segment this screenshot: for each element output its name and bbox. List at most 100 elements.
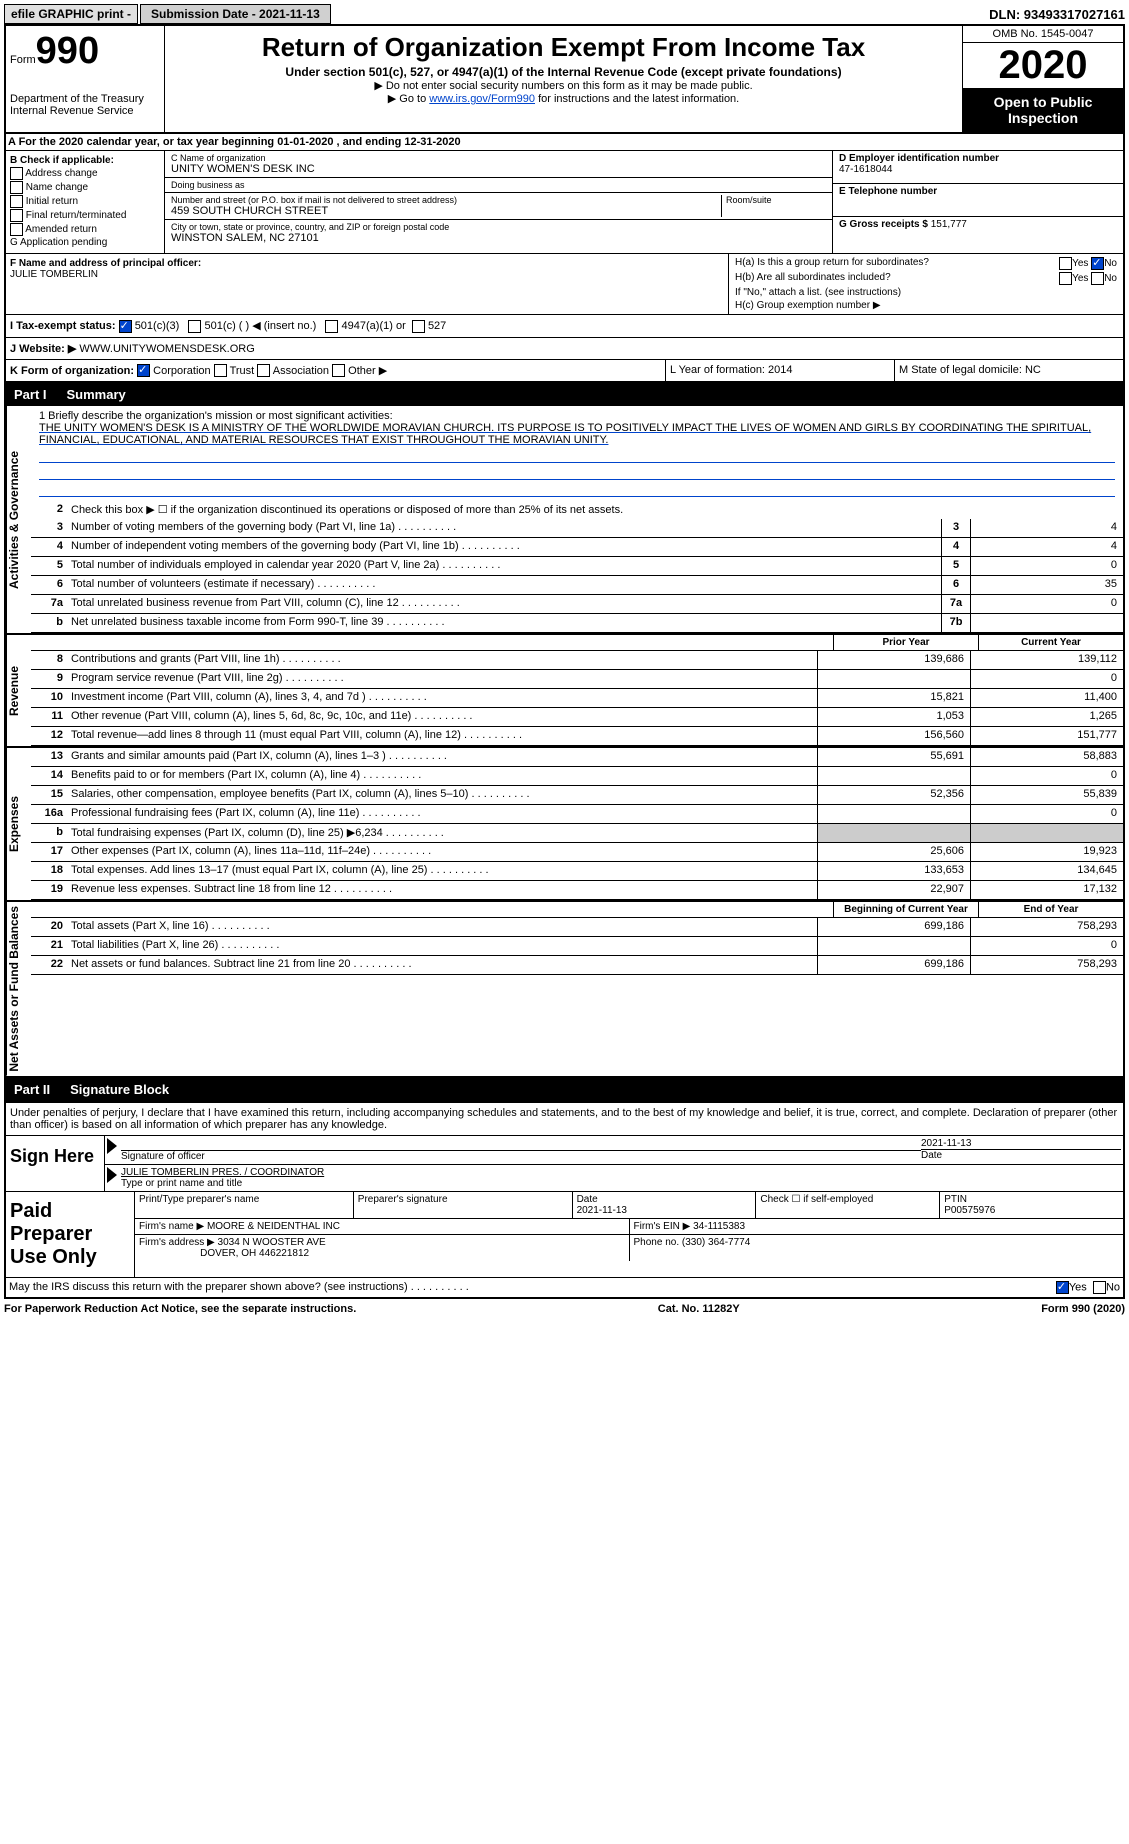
hdr-prior: Prior Year — [833, 635, 978, 650]
c-name-label: C Name of organization — [171, 153, 826, 163]
gov-line: 5Total number of individuals employed in… — [31, 557, 1123, 576]
data-line: 22Net assets or fund balances. Subtract … — [31, 956, 1123, 975]
firm-phone: (330) 364-7774 — [682, 1237, 750, 1248]
form-990-page: efile GRAPHIC print - Submission Date - … — [0, 0, 1129, 1323]
row-k: K Form of organization: Corporation Trus… — [4, 360, 1125, 384]
form-number: 990 — [36, 30, 99, 72]
hdr-beginning: Beginning of Current Year — [833, 902, 978, 917]
part1-title: Summary — [67, 387, 126, 402]
date-label: Date — [921, 1149, 1121, 1161]
sign-here-label: Sign Here — [6, 1136, 105, 1191]
data-line: 14Benefits paid to or for members (Part … — [31, 767, 1123, 786]
hdr-end: End of Year — [978, 902, 1123, 917]
tab-revenue: Revenue — [6, 635, 31, 746]
arrow-icon — [107, 1167, 117, 1183]
note2-pre: ▶ Go to — [388, 93, 429, 105]
data-line: 13Grants and similar amounts paid (Part … — [31, 748, 1123, 767]
row-i: I Tax-exempt status: 501(c)(3) 501(c) ( … — [4, 315, 1125, 338]
data-line: 21Total liabilities (Part X, line 26)0 — [31, 937, 1123, 956]
data-line: 19Revenue less expenses. Subtract line 1… — [31, 881, 1123, 900]
form-label: Form — [10, 54, 36, 66]
discuss-row: May the IRS discuss this return with the… — [6, 1277, 1123, 1297]
chk-527[interactable] — [412, 320, 425, 333]
section-deg: D Employer identification number 47-1618… — [833, 151, 1123, 253]
section-f: F Name and address of principal officer:… — [6, 254, 729, 314]
chk-501c3[interactable] — [119, 320, 132, 333]
officer-name-title: JULIE TOMBERLIN PRES. / COORDINATOR — [121, 1167, 1121, 1178]
footer-center: Cat. No. 11282Y — [658, 1303, 740, 1315]
gov-line: 7aTotal unrelated business revenue from … — [31, 595, 1123, 614]
dept-label: Department of the Treasury Internal Reve… — [10, 93, 160, 117]
street-value: 459 SOUTH CHURCH STREET — [171, 205, 721, 217]
chk-name[interactable]: Name change — [10, 181, 160, 194]
tab-net: Net Assets or Fund Balances — [6, 902, 31, 1076]
tax-year: 2020 — [963, 43, 1123, 88]
efile-label: efile GRAPHIC print - — [4, 4, 138, 24]
i-label: I Tax-exempt status: — [10, 320, 116, 332]
gov-line: bNet unrelated business taxable income f… — [31, 614, 1123, 633]
chk-corp[interactable] — [137, 364, 150, 377]
data-line: 17Other expenses (Part IX, column (A), l… — [31, 843, 1123, 862]
data-line: 8Contributions and grants (Part VIII, li… — [31, 651, 1123, 670]
line2: Check this box ▶ ☐ if the organization d… — [67, 501, 1123, 519]
j-label: J Website: ▶ — [10, 343, 76, 355]
gross-receipts: 151,777 — [931, 219, 967, 230]
row-j: J Website: ▶ WWW.UNITYWOMENSDESK.ORG — [4, 338, 1125, 360]
city-label: City or town, state or province, country… — [171, 222, 826, 232]
submission-date-btn[interactable]: Submission Date - 2021-11-13 — [140, 4, 331, 24]
part2-title: Signature Block — [70, 1082, 169, 1097]
note-ssn: ▶ Do not enter social security numbers o… — [169, 79, 958, 92]
m-state: M State of legal domicile: NC — [895, 360, 1123, 382]
dba-label: Doing business as — [171, 180, 826, 190]
irs-link[interactable]: www.irs.gov/Form990 — [429, 93, 535, 105]
chk-trust[interactable] — [214, 364, 227, 377]
chk-final[interactable]: Final return/terminated — [10, 209, 160, 222]
header-right: OMB No. 1545-0047 2020 Open to Public In… — [962, 26, 1123, 132]
gov-line: 6Total number of volunteers (estimate if… — [31, 576, 1123, 595]
street-label: Number and street (or P.O. box if mail i… — [171, 195, 721, 205]
discuss-yes[interactable] — [1056, 1281, 1069, 1294]
b-title: B Check if applicable: — [10, 155, 160, 166]
row-f-h: F Name and address of principal officer:… — [4, 254, 1125, 315]
summary-expenses: Expenses 13Grants and similar amounts pa… — [4, 748, 1125, 902]
org-name: UNITY WOMEN'S DESK INC — [171, 163, 826, 175]
chk-other[interactable] — [332, 364, 345, 377]
part2-label: Part II — [14, 1082, 50, 1097]
part1-header: Part I Summary — [4, 383, 1125, 406]
data-line: 16aProfessional fundraising fees (Part I… — [31, 805, 1123, 824]
data-line: bTotal fundraising expenses (Part IX, co… — [31, 824, 1123, 843]
preparer-block: Paid Preparer Use Only Print/Type prepar… — [6, 1191, 1123, 1277]
dln-label: DLN: 93493317027161 — [989, 7, 1125, 22]
footer-left: For Paperwork Reduction Act Notice, see … — [4, 1303, 356, 1315]
note2-post: for instructions and the latest informat… — [535, 93, 739, 105]
chk-address[interactable]: Address change — [10, 167, 160, 180]
chk-pending[interactable]: G Application pending — [10, 237, 160, 248]
hb-note: If "No," attach a list. (see instruction… — [735, 287, 901, 298]
e-label: E Telephone number — [839, 186, 1117, 197]
self-employed-check[interactable]: Check ☐ if self-employed — [756, 1192, 940, 1218]
sig-date: 2021-11-13 — [921, 1138, 1121, 1149]
city-value: WINSTON SALEM, NC 27101 — [171, 232, 826, 244]
declaration-text: Under penalties of perjury, I declare th… — [6, 1103, 1123, 1136]
l-year: L Year of formation: 2014 — [666, 360, 895, 382]
chk-initial[interactable]: Initial return — [10, 195, 160, 208]
chk-amended[interactable]: Amended return — [10, 223, 160, 236]
omb-number: OMB No. 1545-0047 — [963, 26, 1123, 43]
chk-4947[interactable] — [325, 320, 338, 333]
data-line: 12Total revenue—add lines 8 through 11 (… — [31, 727, 1123, 746]
ha-label: H(a) Is this a group return for subordin… — [735, 257, 929, 270]
signature-block: Under penalties of perjury, I declare th… — [4, 1101, 1125, 1299]
officer-name: JULIE TOMBERLIN — [10, 269, 724, 280]
chk-assoc[interactable] — [257, 364, 270, 377]
website-value: WWW.UNITYWOMENSDESK.ORG — [79, 343, 254, 355]
section-h: H(a) Is this a group return for subordin… — [729, 254, 1123, 314]
mission-label: 1 Briefly describe the organization's mi… — [39, 410, 1115, 422]
room-label: Room/suite — [726, 195, 826, 205]
mission-block: 1 Briefly describe the organization's mi… — [31, 406, 1123, 501]
chk-501c[interactable] — [188, 320, 201, 333]
mission-text: THE UNITY WOMEN'S DESK IS A MINISTRY OF … — [39, 422, 1115, 446]
firm-addr1: 3034 N WOOSTER AVE — [218, 1237, 326, 1248]
hc-label: H(c) Group exemption number ▶ — [735, 300, 881, 311]
discuss-no[interactable] — [1093, 1281, 1106, 1294]
form-title: Return of Organization Exempt From Incom… — [169, 32, 958, 63]
